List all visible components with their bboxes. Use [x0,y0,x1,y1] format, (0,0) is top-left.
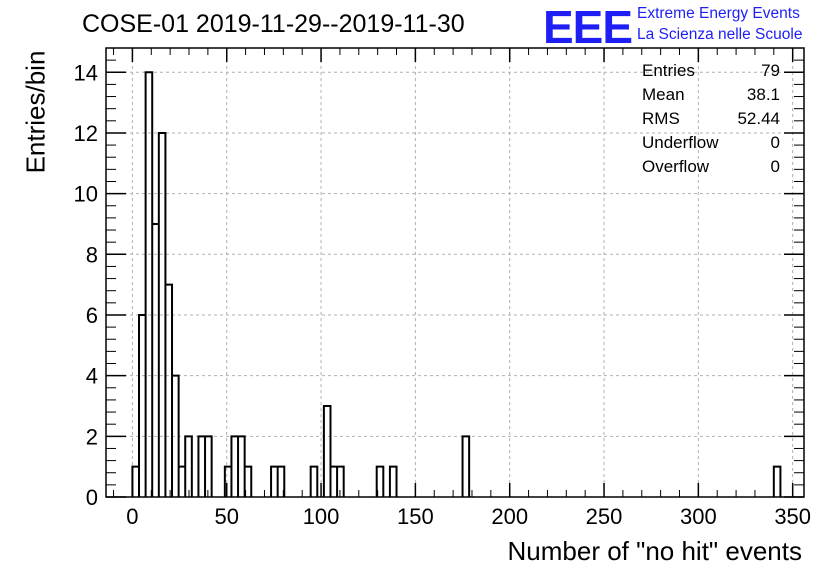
grid-lines [106,48,804,497]
stats-label-underflow: Underflow [642,133,719,152]
stats-value-overflow: 0 [770,157,780,176]
y-tick-label: 2 [86,424,98,449]
axes: 0 50 100 150 200 250 300 350 0 2 4 6 8 10 12 14 [74,48,811,529]
chart-title: COSE-01 2019-11-29--2019-11-30 [82,10,465,38]
logo-line-1: Extreme Energy Events [637,5,800,22]
x-tick-label: 250 [586,504,623,529]
y-tick-label: 14 [74,60,98,85]
stats-row-entries: Entries 79 [642,60,780,84]
x-axis-label: Number of "no hit" events [507,536,803,566]
stats-row-rms: RMS 52.44 [642,108,780,132]
stats-row-underflow: Underflow 0 [642,132,780,156]
stats-label-mean: Mean [642,85,685,104]
stats-label-entries: Entries [642,61,695,80]
eee-logo: EEE [543,1,633,53]
x-tick-label: 350 [774,504,811,529]
logo-line-2: La Scienza nelle Scuole [637,26,803,43]
y-axis-label: Entries/bin [20,50,51,174]
y-tick-label: 6 [86,303,98,328]
y-tick-label: 4 [86,364,98,389]
x-tick-label: 50 [214,504,238,529]
stats-value-rms: 52.44 [737,109,780,128]
x-tick-label: 150 [397,504,434,529]
plot-frame [105,47,805,498]
x-tick-label: 0 [126,504,138,529]
stats-value-underflow: 0 [770,133,780,152]
stats-label-rms: RMS [642,109,680,128]
y-tick-label: 12 [74,121,98,146]
y-tick-label: 8 [86,242,98,267]
stats-value-entries: 79 [761,61,780,80]
stats-value-mean: 38.1 [746,85,780,104]
y-tick-label: 10 [74,182,98,207]
stats-label-overflow: Overflow [642,157,710,176]
x-tick-label: 100 [303,504,340,529]
stats-row-mean: Mean 38.1 [642,84,780,108]
x-tick-label: 300 [680,504,717,529]
y-tick-label: 0 [86,485,98,510]
stats-box: Entries 79 Mean 38.1 RMS 52.44 Underflow… [642,60,780,180]
x-tick-label: 200 [491,504,528,529]
stats-row-overflow: Overflow 0 [642,156,780,180]
histogram-series [131,71,782,497]
